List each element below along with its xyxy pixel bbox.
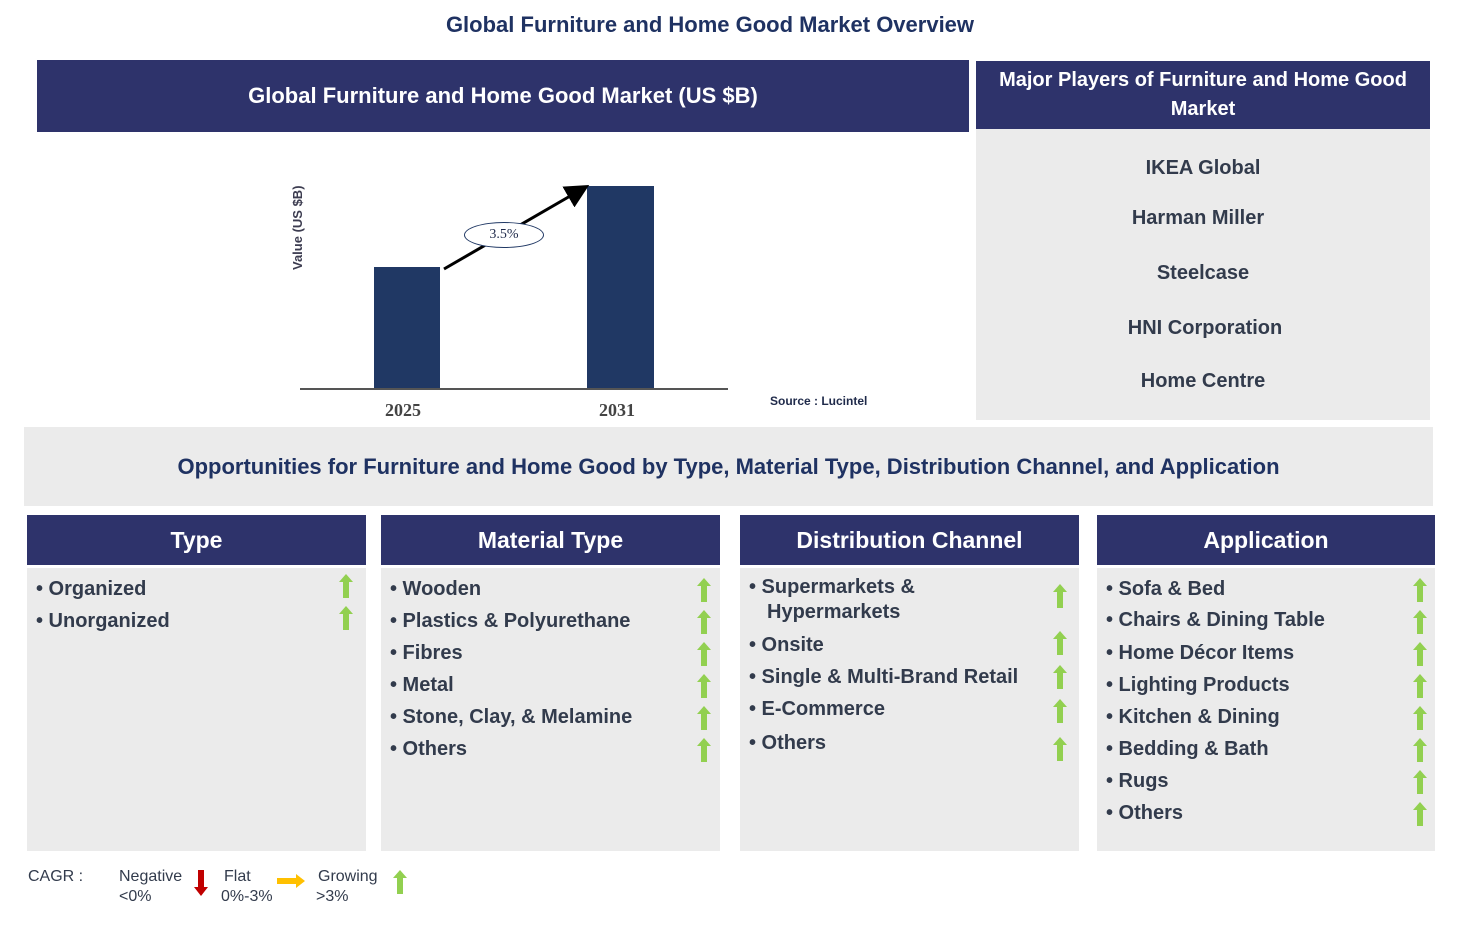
column-header-application: Application [1097,515,1435,565]
legend-flat-range: 0%-3% [221,888,273,905]
growing-arrow-icon [339,574,353,598]
list-item: • Wooden [390,578,482,600]
column-header-material-type: Material Type [381,515,720,565]
list-item: • Kitchen & Dining [1106,706,1280,728]
list-item: • Metal [390,674,454,696]
growing-arrow-icon [1413,610,1427,634]
legend-flat-label: Flat [224,868,251,885]
source-label: Source : Lucintel [770,394,868,408]
growing-arrow-icon [1413,642,1427,666]
column-header-type: Type [27,515,366,565]
list-item: • Organized [36,578,147,600]
growing-arrow-icon [1053,737,1067,761]
chart-panel-header: Global Furniture and Home Good Market (U… [37,60,969,132]
column-body-application: • Sofa & Bed • Chairs & Dining Table • H… [1097,568,1435,851]
x-axis-line [300,388,728,390]
list-item: • Rugs [1106,770,1169,792]
player-item: Steelcase [1156,262,1250,284]
legend-label: CAGR : [28,868,84,885]
growing-arrow-icon [697,706,711,730]
list-item: • Onsite [749,634,824,656]
players-list: IKEA Global Harman Miller Steelcase HNI … [976,129,1430,420]
growing-arrow-icon [697,738,711,762]
column-body-distribution-channel: • Supermarkets & Hypermarkets • Onsite •… [740,568,1079,851]
growing-arrow-icon [1413,578,1427,602]
growing-arrow-icon [697,642,711,666]
growing-arrow-icon [697,674,711,698]
growth-arrow-icon [443,184,590,271]
market-bar-chart: Value (US $B) 2025 2031 3.5% Source : Lu… [270,170,890,430]
player-item: IKEA Global [1145,157,1261,179]
growing-arrow-icon [1053,665,1067,689]
list-item: • Stone, Clay, & Melamine [390,706,633,728]
column-body-type: • Organized • Unorganized [27,568,366,851]
list-item: • Others [390,738,468,760]
legend-negative-range: <0% [119,888,152,905]
negative-arrow-icon [194,870,208,896]
growing-arrow-icon [393,869,407,895]
x-tick-2025: 2025 [385,400,421,420]
growing-arrow-icon [339,606,353,630]
list-item: • Single & Multi-Brand Retail [749,666,1019,688]
growing-arrow-icon [1053,584,1067,608]
list-item: • Sofa & Bed [1106,578,1226,600]
opportunities-banner: Opportunities for Furniture and Home Goo… [24,427,1433,506]
cagr-bubble: 3.5% [464,222,544,248]
list-item: Hypermarkets [767,601,901,623]
column-header-distribution-channel: Distribution Channel [740,515,1079,565]
x-tick-2031: 2031 [599,400,635,420]
flat-arrow-icon [277,874,305,888]
list-item: • Chairs & Dining Table [1106,609,1325,631]
bar-2025 [374,267,440,388]
growing-arrow-icon [1413,706,1427,730]
player-item: Harman Miller [1131,207,1265,229]
list-item: • Unorganized [36,610,170,632]
growing-arrow-icon [1053,631,1067,655]
growing-arrow-icon [1413,770,1427,794]
list-item: • Bedding & Bath [1106,738,1269,760]
growing-arrow-icon [1053,699,1067,723]
list-item: • Others [1106,802,1184,824]
cagr-legend: CAGR : Negative <0% Flat 0%-3% Growing >… [28,866,448,916]
players-header: Major Players of Furniture and Home Good… [976,61,1430,129]
column-body-material-type: • Wooden • Plastics & Polyurethane • Fib… [381,568,720,851]
growing-arrow-icon [1413,802,1427,826]
list-item: • Supermarkets & [749,576,915,598]
list-item: • Plastics & Polyurethane [390,610,631,632]
list-item: • Fibres [390,642,463,664]
legend-growing-label: Growing [318,868,378,885]
growing-arrow-icon [697,578,711,602]
page-title: Global Furniture and Home Good Market Ov… [445,12,975,37]
list-item: • Others [749,732,827,754]
legend-negative-label: Negative [119,868,183,885]
growing-arrow-icon [697,610,711,634]
growing-arrow-icon [1413,674,1427,698]
player-item: HNI Corporation [1127,317,1283,339]
legend-growing-range: >3% [316,888,349,905]
list-item: • E-Commerce [749,698,885,720]
list-item: • Home Décor Items [1106,642,1295,664]
list-item: • Lighting Products [1106,674,1290,696]
growing-arrow-icon [1413,738,1427,762]
player-item: Home Centre [1140,370,1266,392]
bar-2031 [587,186,654,388]
